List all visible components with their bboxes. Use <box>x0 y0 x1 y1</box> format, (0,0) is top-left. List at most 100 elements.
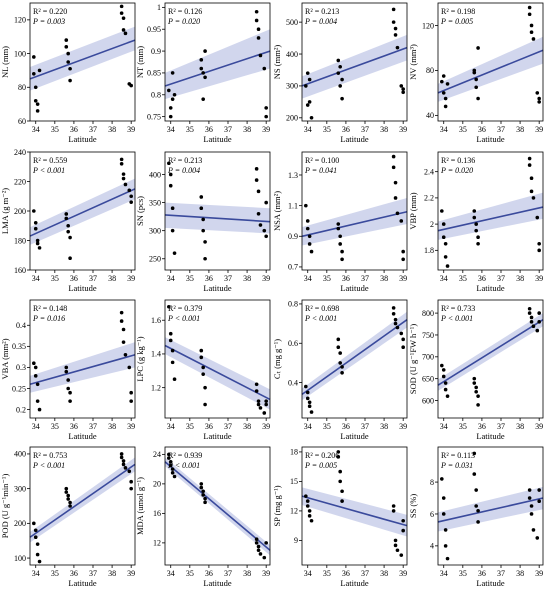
x-tick-label: 36 <box>70 274 78 283</box>
data-point <box>393 543 398 548</box>
x-tick-label: 37 <box>361 274 369 283</box>
x-axis-label: Latitude <box>203 431 232 441</box>
y-axis-label: NT (mm) <box>135 46 145 78</box>
data-point <box>393 33 398 37</box>
data-point <box>441 368 446 372</box>
data-point <box>401 90 405 95</box>
data-point <box>445 394 450 398</box>
y-tick-label: 0.8 <box>151 91 161 100</box>
data-point <box>199 348 204 353</box>
data-point <box>262 411 267 415</box>
data-point <box>336 450 341 454</box>
data-point <box>443 255 448 259</box>
x-tick-label: 34 <box>440 422 448 431</box>
x-tick-label: 36 <box>478 422 486 431</box>
x-axis-label: Latitude <box>68 431 97 441</box>
data-point <box>340 77 344 82</box>
x-tick-label: 37 <box>361 422 369 431</box>
y-tick-label: 240 <box>14 148 26 157</box>
data-point <box>305 390 310 395</box>
data-point <box>476 241 480 246</box>
x-tick-label: 39 <box>399 125 407 134</box>
y-tick-label: 100 <box>14 49 26 58</box>
x-tick-label: 39 <box>399 422 407 431</box>
data-point <box>307 400 312 405</box>
y-tick-label: 0.9 <box>288 232 298 241</box>
x-tick-label: 34 <box>304 569 312 578</box>
data-point <box>170 206 175 210</box>
data-point <box>472 376 477 381</box>
data-point <box>123 352 128 357</box>
data-point <box>199 355 204 360</box>
y-axis-label: NL (mm) <box>0 46 10 78</box>
x-axis-label: Latitude <box>340 283 369 293</box>
y-axis-label: Cₜ (mg g⁻¹) <box>272 339 282 379</box>
data-point <box>127 469 132 474</box>
data-point <box>399 84 404 88</box>
data-point <box>170 360 175 365</box>
y-tick-label: 400 <box>14 450 26 459</box>
data-point <box>33 85 38 90</box>
data-point <box>68 78 72 83</box>
data-point <box>474 488 478 492</box>
data-point <box>35 552 40 557</box>
y-tick-label: 1.6 <box>151 316 161 325</box>
data-point <box>443 387 448 392</box>
x-tick-label: 36 <box>342 569 350 578</box>
data-point <box>443 104 448 109</box>
plot-frame <box>164 151 271 271</box>
data-point <box>68 399 72 403</box>
confidence-band <box>438 36 543 102</box>
r-squared-label: R² = 0.148 <box>33 304 67 313</box>
x-tick-label: 34 <box>167 125 175 134</box>
y-tick-label: 220 <box>14 177 26 186</box>
data-point <box>258 552 263 556</box>
y-axis-label: MDA (umol g⁻¹) <box>135 477 145 535</box>
data-point <box>443 381 448 385</box>
data-point <box>258 406 263 410</box>
p-value-label: P = 0.005 <box>440 17 473 26</box>
data-point <box>199 485 204 490</box>
y-tick-label: 0.9 <box>151 47 161 56</box>
x-tick-label: 37 <box>224 569 232 578</box>
x-axis-label: Latitude <box>476 134 505 144</box>
data-point <box>168 331 173 336</box>
data-point <box>256 402 261 407</box>
x-tick-label: 38 <box>380 422 388 431</box>
data-point <box>172 474 177 479</box>
y-tick-label: 18 <box>290 448 298 457</box>
plot-frame <box>29 2 136 122</box>
data-point <box>336 226 341 231</box>
data-point <box>338 469 342 474</box>
data-point <box>68 504 72 508</box>
data-point <box>129 479 133 484</box>
confidence-band <box>302 487 407 537</box>
regression-line <box>29 39 136 80</box>
data-point <box>527 306 532 311</box>
y-axis-label: NSA (mm²) <box>272 191 282 231</box>
data-point <box>170 97 175 101</box>
scatter-panel: 34 35 36 37 38 39 Latitude 0.75 0.8 0.85 0.9 0.95 1 N… <box>135 2 271 144</box>
confidence-band <box>30 342 135 393</box>
r-squared-label: R² = 0.379 <box>168 304 202 313</box>
data-point <box>309 249 314 254</box>
x-tick-label: 36 <box>478 569 486 578</box>
data-point <box>472 451 477 456</box>
data-point <box>121 327 126 332</box>
x-tick-label: 35 <box>186 125 194 134</box>
data-point <box>37 68 42 73</box>
x-tick-label: 34 <box>304 274 312 283</box>
y-axis-label: LMA (g m⁻²) <box>0 188 10 234</box>
data-point <box>172 377 177 382</box>
data-point <box>340 365 344 369</box>
data-point <box>535 328 540 333</box>
data-point <box>338 242 342 246</box>
x-tick-label: 34 <box>32 125 40 134</box>
p-value-label: P < 0.001 <box>32 461 65 470</box>
x-tick-label: 35 <box>51 274 59 283</box>
data-point <box>203 496 207 501</box>
plot-frame <box>164 446 271 566</box>
data-point <box>37 246 42 250</box>
p-value-label: P = 0.003 <box>32 17 65 26</box>
y-tick-label: 0.25 <box>12 384 26 393</box>
